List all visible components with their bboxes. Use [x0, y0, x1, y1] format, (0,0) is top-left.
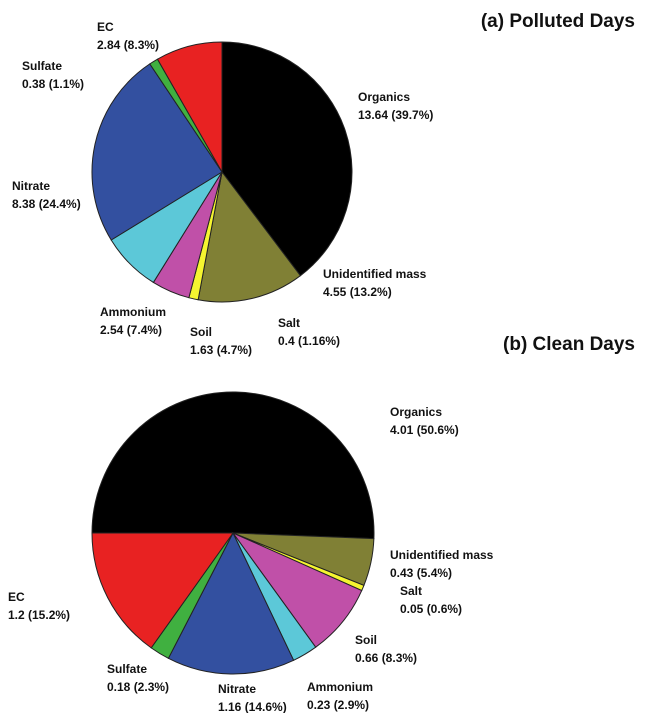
value-label: 8.38 (24.4%)	[12, 197, 81, 211]
slice-label: Sulfate	[22, 59, 62, 73]
chart-title: (b) Clean Days	[503, 334, 635, 355]
value-label: 0.38 (1.1%)	[22, 77, 84, 91]
slice-label: Nitrate	[218, 682, 256, 696]
value-label: 4.55 (13.2%)	[323, 285, 392, 299]
value-label: 2.54 (7.4%)	[100, 323, 162, 337]
pie-slice	[221, 41, 353, 277]
slice-label: Soil	[355, 633, 377, 647]
pie-slice	[91, 63, 223, 241]
value-label: 0.23 (2.9%)	[307, 698, 369, 712]
value-label: 0.18 (2.3%)	[107, 680, 169, 694]
pie-slice	[91, 391, 375, 540]
slice-label: Sulfate	[107, 662, 147, 676]
value-label: 2.84 (8.3%)	[97, 38, 159, 52]
pie-slice	[167, 531, 295, 675]
slice-label: Organics	[358, 90, 410, 104]
slice-label: Salt	[400, 584, 422, 598]
pie-slice	[156, 41, 223, 174]
slice-label: Nitrate	[12, 179, 50, 193]
value-label: 1.16 (14.6%)	[218, 700, 287, 713]
value-label: 0.4 (1.16%)	[278, 334, 340, 348]
pie-slice	[197, 170, 302, 303]
value-label: 1.2 (15.2%)	[8, 608, 70, 622]
value-label: 0.66 (8.3%)	[355, 651, 417, 665]
pie-slice	[91, 532, 234, 649]
slice-label: Salt	[278, 316, 300, 330]
chart-title: (a) Polluted Days	[481, 11, 635, 32]
slice-label: Unidentified mass	[390, 548, 494, 562]
value-label: 1.63 (4.7%)	[190, 343, 252, 357]
slice-label: EC	[8, 590, 25, 604]
slice-label: Ammonium	[307, 680, 373, 694]
slice-label: Organics	[390, 405, 442, 419]
slice-label: Ammonium	[100, 305, 166, 319]
slice-label: Soil	[190, 325, 212, 339]
slice-label: Unidentified mass	[323, 267, 427, 281]
value-label: 4.01 (50.6%)	[390, 423, 459, 437]
slice-label: EC	[97, 20, 114, 34]
value-label: 0.05 (0.6%)	[400, 602, 462, 616]
value-label: 13.64 (39.7%)	[358, 108, 433, 122]
value-label: 0.43 (5.4%)	[390, 566, 452, 580]
